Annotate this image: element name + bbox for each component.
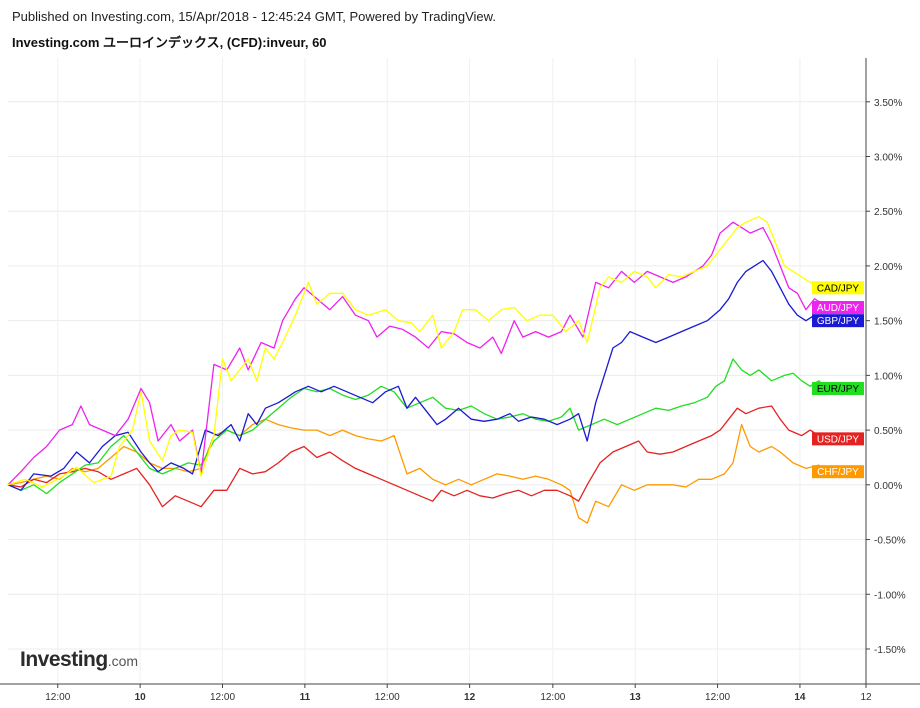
series-line-cad-jpy	[7, 216, 837, 488]
x-tick-label: 12:00	[210, 692, 235, 703]
legend-tag-label: EUR/JPY	[817, 384, 860, 395]
legend-tag-bg	[812, 382, 864, 396]
x-tick-label: 12:00	[375, 692, 400, 703]
y-tick-label: 2.00%	[874, 262, 902, 273]
series-line-chf-jpy	[7, 418, 836, 524]
legend-tag-bg	[812, 301, 864, 315]
x-tick-label: 12:00	[540, 692, 565, 703]
x-tick-label: 13	[630, 692, 642, 703]
x-tick-labels: 12:00 10 12:00 11 12:00 12 12:00 13 12:00 14 12	[45, 684, 872, 703]
y-tick-label: 3.50%	[874, 98, 902, 109]
legend-tag-label: USD/JPY	[817, 434, 860, 445]
legend-layer: CAD/JPY AUD/JPY GBP/JPY EUR/JPY USD/JPY CHF/J…	[812, 281, 864, 479]
y-tick-label: 0.00%	[874, 481, 902, 492]
x-tick-label: 11	[300, 692, 311, 703]
series-line-eur-jpy	[7, 358, 836, 495]
y-tick-label: -1.50%	[874, 645, 906, 656]
y-tick-label: -0.50%	[874, 536, 906, 547]
x-tick-label: 14	[794, 692, 806, 703]
legend-tag-bg	[812, 281, 864, 295]
logo-text: Investing	[20, 648, 108, 671]
logo-suffix: .com	[107, 653, 139, 669]
legend-tag-bg	[812, 465, 864, 479]
y-tick-label: 2.50%	[874, 207, 902, 218]
chart-title: Investing.com ユーロインデックス, (CFD):inveur, 6…	[12, 35, 327, 50]
y-tick-label: 3.00%	[874, 152, 902, 163]
legend-tag-label: AUD/JPY	[817, 303, 860, 314]
series-line-gbp-jpy	[7, 259, 837, 491]
x-tick-label: 12	[860, 692, 872, 703]
y-tick-labels: 3.50% 3.00% 2.50% 2.00% 1.50% 1.00% 0.50% 0.00%…	[866, 98, 906, 656]
grid-lines	[8, 58, 867, 684]
y-tick-label: 1.00%	[874, 371, 902, 382]
series-line-usd-jpy	[7, 405, 836, 508]
y-tick-label: -1.00%	[874, 590, 906, 601]
investing-logo: Investing.com	[20, 648, 138, 672]
y-tick-label: 0.50%	[874, 426, 902, 437]
legend-tag-label: CAD/JPY	[817, 283, 860, 294]
series-layer	[7, 216, 837, 524]
x-tick-label: 12	[464, 692, 476, 703]
published-line: Published on Investing.com, 15/Apr/2018 …	[12, 9, 496, 24]
x-tick-label: 12:00	[705, 692, 730, 703]
x-tick-label: 12:00	[45, 692, 70, 703]
legend-tag-bg	[812, 314, 864, 328]
y-tick-label: 1.50%	[874, 317, 902, 328]
legend-tag-label: CHF/JPY	[817, 467, 859, 478]
series-line-aud-jpy	[7, 221, 837, 486]
legend-tag-label: GBP/JPY	[817, 316, 860, 327]
x-tick-label: 10	[135, 692, 147, 703]
legend-tag-bg	[812, 432, 864, 446]
